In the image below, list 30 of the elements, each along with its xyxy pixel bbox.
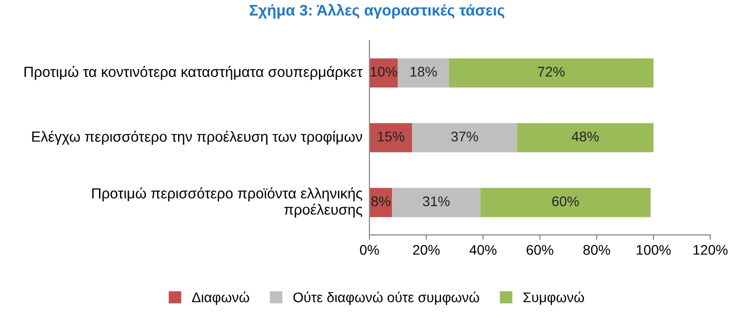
x-tick-label: 0% <box>360 244 380 255</box>
data-label: 31% <box>422 196 450 206</box>
bar <box>517 123 654 152</box>
legend-label: Συμφωνώ <box>523 292 584 306</box>
y-tick-label: Ελέγχω περισσότερο την προέλευση των τροφίμων <box>32 130 362 145</box>
x-tick-label: 100% <box>636 244 671 255</box>
bar <box>448 58 654 88</box>
chart-title: Σχήμα 3: Άλλες αγοραστικές τάσεις <box>250 4 504 19</box>
data-label: 10% <box>370 66 398 77</box>
x-tick-label: 20% <box>413 244 440 255</box>
y-tick-label: Προτιμώ περισσότερο προϊόντα ελληνικής προέλευσης <box>92 187 362 218</box>
legend-label: Διαφωνώ <box>192 292 250 306</box>
x-tick-label: 120% <box>694 244 728 255</box>
bar <box>412 123 518 152</box>
data-label: 37% <box>451 132 478 142</box>
bar <box>480 188 651 218</box>
data-label: 15% <box>378 132 404 142</box>
bar <box>398 58 449 88</box>
bar <box>392 188 480 218</box>
data-label: 8% <box>371 196 390 206</box>
legend-label: Ούτε διαφωνώ ούτε συμφωνώ <box>293 292 480 306</box>
data-label: 60% <box>552 196 579 206</box>
x-tick-label: 40% <box>469 244 496 255</box>
x-tick-label: 60% <box>526 244 554 255</box>
data-label: 72% <box>538 66 565 77</box>
data-label: 48% <box>572 132 599 142</box>
y-tick-label: Προτιμώ τα κοντινότερα καταστήματα σουπερμάρκετ <box>24 66 363 80</box>
x-tick-label: 80% <box>583 244 610 255</box>
data-label: 18% <box>410 66 437 77</box>
bar <box>369 123 412 152</box>
